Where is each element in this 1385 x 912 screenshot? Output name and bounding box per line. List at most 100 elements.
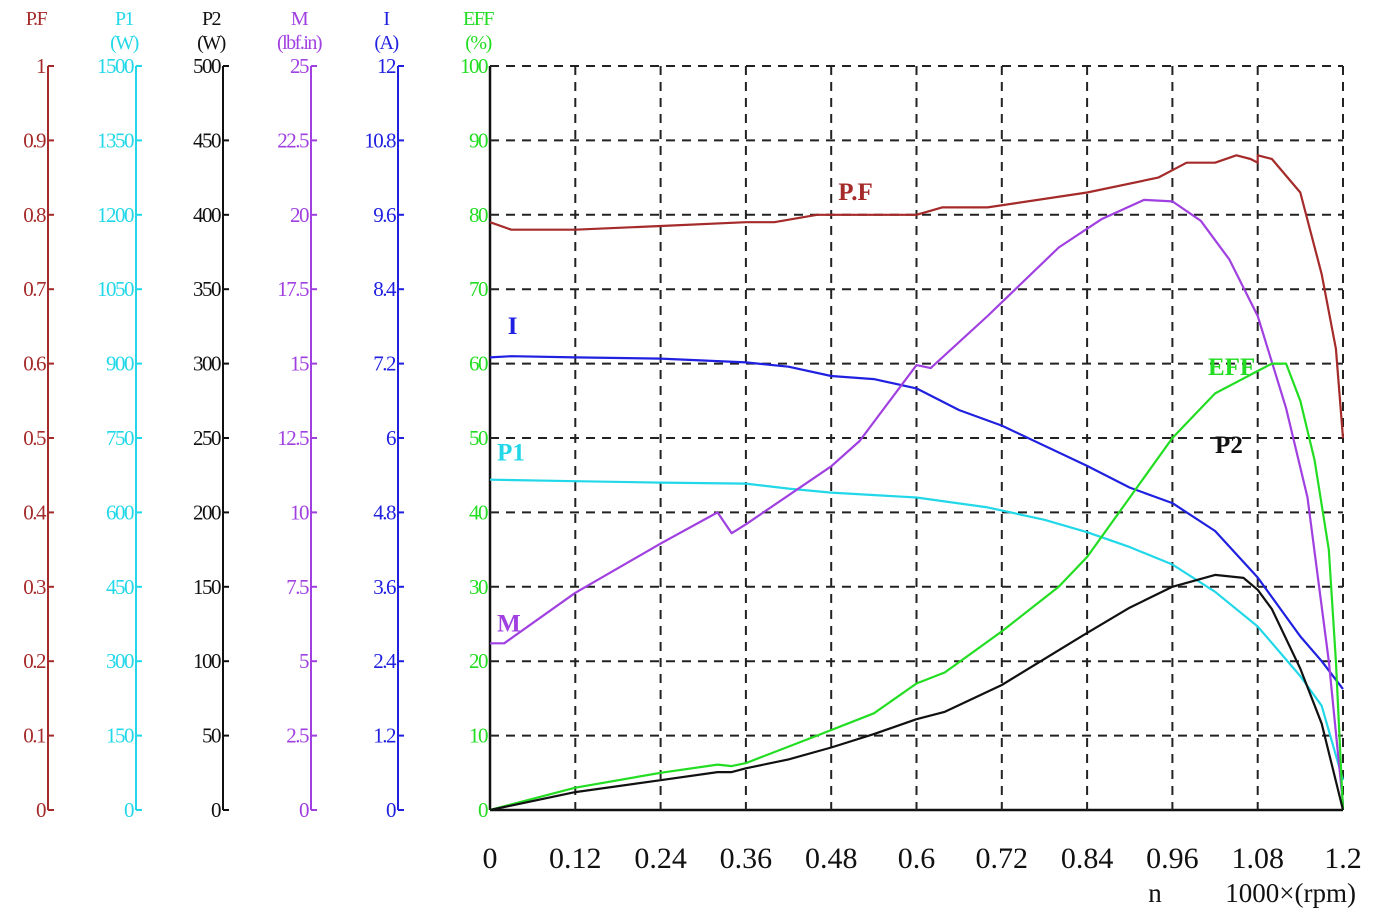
axis-pf: P.F 1 0.9 0.8 0.7 0.6 0.5 0.4 0.3 0.2 0.1 0 <box>23 8 54 822</box>
axis-i-tick-label: 10.8 <box>364 128 396 152</box>
axis-i-tick-label: 7.2 <box>373 352 396 376</box>
axis-p1-title: P1 <box>115 8 134 30</box>
axis-p1-tick-label: 150 <box>106 724 134 748</box>
axis-eff-tick-label: 70 <box>469 277 488 301</box>
axis-i-tick-label: 9.6 <box>373 203 396 227</box>
axis-i-tick-label: 1.2 <box>373 724 396 748</box>
axis-eff-tick-label: 20 <box>469 649 488 673</box>
axis-p2-tick-label: 400 <box>193 203 221 227</box>
x-tick-label: 0.84 <box>1061 842 1114 875</box>
x-tick-label: 0.12 <box>549 842 602 875</box>
axis-m-tick-label: 5 <box>299 649 309 673</box>
axis-m-tick-label: 22.5 <box>277 128 309 152</box>
axis-m-tick-label: 12.5 <box>277 426 309 450</box>
axis-m-tick-label: 15 <box>290 352 309 376</box>
axis-p2-tick-label: 500 <box>193 54 221 78</box>
axis-p2-tick-label: 200 <box>193 500 221 524</box>
axis-eff-tick-label: 100 <box>460 54 488 78</box>
series-label-p2: P2 <box>1215 432 1243 459</box>
axis-m-title: M <box>291 8 309 30</box>
axis-eff-tick-label: 40 <box>469 500 488 524</box>
x-tick-label: 0.24 <box>634 842 687 875</box>
series-label-p1: P1 <box>497 439 525 466</box>
grid <box>490 65 1344 810</box>
axis-p2-tick-label: 0 <box>211 798 221 822</box>
axis-m-tick-label: 2.5 <box>286 724 309 748</box>
axis-i-tick-label: 6 <box>386 426 396 450</box>
axis-pf-tick-label: 0.9 <box>23 128 46 152</box>
axis-m-tick-label: 25 <box>290 54 309 78</box>
axis-pf-title: P.F <box>26 8 48 30</box>
series-label-eff: EFF <box>1208 354 1255 381</box>
axis-p2-tick-label: 150 <box>193 575 221 599</box>
axis-p1-unit: (W) <box>110 32 139 54</box>
series-label-m: M <box>497 610 521 637</box>
axis-m-unit: (lbf.in) <box>277 32 322 54</box>
axis-p1-tick-label: 1350 <box>97 128 134 152</box>
axis-eff-unit: (%) <box>465 32 491 54</box>
x-tick-label: 0.36 <box>720 842 773 875</box>
axis-eff-tick-label: 80 <box>469 203 488 227</box>
axis-i-title: I <box>383 8 389 30</box>
series-labels: P.F I P1 M EFF P2 <box>497 179 1255 638</box>
series-i-line <box>489 355 1344 690</box>
axis-p2-tick-label: 300 <box>193 352 221 376</box>
axis-pf-tick-label: 0.2 <box>23 649 46 673</box>
axis-p1-tick-label: 900 <box>106 352 134 376</box>
axis-pf-tick-label: 0 <box>36 798 46 822</box>
series-p2-line <box>489 573 1345 812</box>
axis-i-unit: (A) <box>374 32 398 54</box>
series-label-pf: P.F <box>838 179 873 206</box>
axis-eff-tick-label: 0 <box>478 798 488 822</box>
series-label-i: I <box>508 313 518 340</box>
axis-pf-tick-label: 0.3 <box>23 575 46 599</box>
series-p1-line <box>489 478 1345 781</box>
left-axes: P.F10.90.80.70.60.50.40.30.20.10P1(W)150… <box>23 8 496 822</box>
axis-p1-tick-label: 300 <box>106 649 134 673</box>
axis-p1-tick-label: 1050 <box>97 277 134 301</box>
axis-p2-title: P2 <box>202 8 221 30</box>
axis-p1-tick-label: 0 <box>124 798 134 822</box>
axis-i-tick-label: 0 <box>386 798 396 822</box>
series-m-line <box>490 198 1345 805</box>
axis-i-tick-label: 8.4 <box>373 277 397 301</box>
axis-pf-tick-label: 0.4 <box>23 500 47 524</box>
axis-i-tick-label: 3.6 <box>373 575 396 599</box>
axis-p2-tick-label: 100 <box>193 649 221 673</box>
axis-i-tick-label: 12 <box>377 54 396 78</box>
series-pf-line <box>489 154 1345 439</box>
series-lines <box>489 154 1345 812</box>
axis-i-tick-label: 2.4 <box>373 649 397 673</box>
x-tick-label: 0.96 <box>1146 842 1199 875</box>
axis-eff-title: EFF <box>463 8 494 30</box>
axis-p1-tick-label: 1200 <box>97 203 134 227</box>
x-tick-label: 0 <box>483 842 498 875</box>
axis-p2-tick-label: 50 <box>202 724 221 748</box>
axis-eff-tick-label: 90 <box>469 128 488 152</box>
axis-p2-tick-label: 450 <box>193 128 221 152</box>
axis-m-tick-label: 0 <box>299 798 309 822</box>
x-tick-label: 0.48 <box>805 842 858 875</box>
x-tick-label: 0.72 <box>976 842 1029 875</box>
axis-p2-unit: (W) <box>197 32 226 54</box>
axis-m: M(lbf.in)25 22.5 20 17.5 15 12.5 10 7.5 5 2.5 0 <box>277 8 323 822</box>
axis-eff-tick-label: 10 <box>469 724 488 748</box>
x-tick-label: 0.6 <box>898 842 936 875</box>
axis-m-tick-label: 7.5 <box>286 575 309 599</box>
axis-p1-tick-label: 600 <box>106 500 134 524</box>
axis-pf-tick-label: 0.5 <box>23 426 46 450</box>
axis-i: I(A)12 10.8 9.6 8.4 7.2 6 4.8 3.6 2.4 1.2 0 <box>364 8 404 822</box>
axis-m-tick-label: 10 <box>290 500 309 524</box>
x-axis-unit: 1000×(rpm) <box>1225 878 1356 908</box>
axis-m-tick-label: 17.5 <box>277 277 309 301</box>
axis-p2-tick-label: 250 <box>193 426 221 450</box>
x-tick-label: 1.2 <box>1324 842 1362 875</box>
axis-pf-tick-label: 0.6 <box>23 352 46 376</box>
axis-p2-tick-label: 350 <box>193 277 221 301</box>
axis-eff-tick-label: 30 <box>469 575 488 599</box>
x-tick-label: 1.08 <box>1231 842 1284 875</box>
